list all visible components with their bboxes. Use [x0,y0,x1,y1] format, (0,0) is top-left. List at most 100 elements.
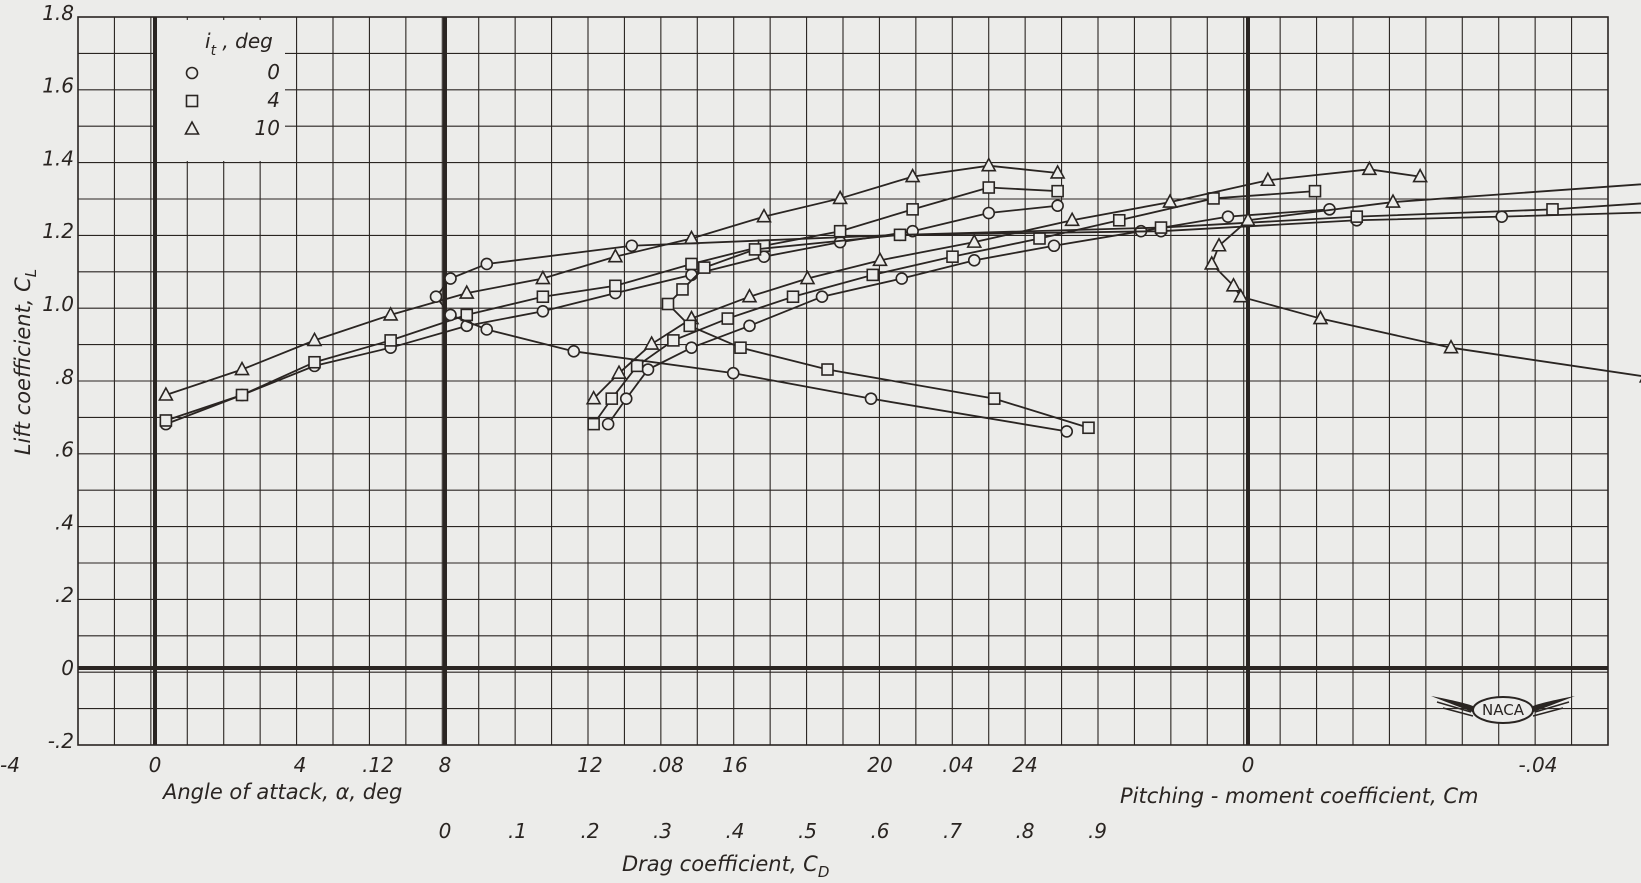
cm-tick-label: 0 [1242,753,1255,777]
y-tick-label: 0 [61,656,74,680]
cd-tick-label: .2 [580,819,599,843]
data-point-square [866,268,880,282]
naca-wing-icon [1431,696,1575,714]
alpha-tick-label: -4 [0,753,20,777]
legend-entries: 0 4 10 [184,60,280,140]
legend-entry-label: 0 [267,60,280,84]
alpha-tick-label: 12 [577,753,602,777]
series-alpha-square [159,181,1064,427]
data-point-circle [641,363,655,376]
y-tick-label: 1.6 [42,74,74,98]
data-point-square [536,290,550,304]
data-point-square [661,297,675,311]
data-point-square [821,363,834,376]
data-point-triangle [980,157,997,172]
data-point-triangle [966,233,983,248]
series-line [165,204,1058,425]
data-point-circle [1060,425,1074,438]
data-point-circle [815,290,829,304]
data-point-square [893,228,907,242]
data-point-square [1112,213,1126,227]
data-point-triangle [643,335,660,350]
cd-axis-ticks: 0 .1 .2 .3 .4 .5 .6 .7 .8 .9 [439,819,1107,843]
series-cd-circle [601,203,1336,431]
data-point-triangle [1312,309,1329,325]
data-point-square [982,181,996,194]
data-point-circle [429,290,443,304]
series-cm-square [661,202,1641,435]
data-point-square [667,334,680,347]
data-point-square [159,414,173,427]
alpha-tick-label: 20 [867,753,892,777]
data-point-square [460,308,474,322]
data-point-triangle [1232,288,1249,303]
data-point-triangle [1162,193,1178,208]
data-point-square [786,290,800,304]
data-point-square [987,392,1001,405]
legend-marker-triangle [184,120,200,135]
legend-entry-label: 10 [255,116,280,140]
data-point-triangle [904,167,921,183]
alpha-tick-label: 16 [722,753,747,777]
data-point-triangle [585,389,602,405]
cd-tick-label: .3 [653,819,672,843]
cm-axis-title: Pitching - moment coefficient, Cm [1120,784,1479,808]
data-point-square [1082,421,1095,435]
data-point-triangle [1240,211,1256,227]
series-line [592,168,1421,400]
y-tick-label: .6 [55,438,74,462]
data-point-circle [601,417,615,431]
data-point-circle [1051,199,1064,213]
series-cd-square [587,184,1322,431]
data-point-circle [1047,239,1061,253]
legend-box [157,20,285,161]
data-point-circle [967,254,981,267]
cd-tick-label: 0 [439,819,452,843]
data-point-triangle [234,360,250,376]
y-tick-label: 1.4 [42,146,74,170]
data-point-square [308,355,321,369]
data-point-square [683,319,697,333]
cd-tick-label: .8 [1015,819,1034,843]
data-point-circle [1221,210,1235,223]
y-tick-label: .8 [55,365,74,389]
data-point-circle [444,272,457,285]
data-point-triangle [741,288,758,303]
data-point-square [587,417,600,431]
legend-marker-circle [185,66,199,80]
naca-logo-text: NACA [1482,701,1525,719]
data-point-triangle [1049,164,1066,179]
y-tick-label: .2 [55,583,74,607]
cd-tick-label: .9 [1088,819,1107,843]
cm-tick-label: .08 [652,753,684,777]
data-point-triangle [1361,160,1378,176]
data-point-triangle [1225,277,1242,292]
alpha-tick-label: 4 [294,753,307,777]
data-point-circle [726,366,740,380]
data-point-triangle [1443,339,1459,354]
y-tick-label: 1.0 [42,292,74,316]
data-point-triangle [1211,237,1227,252]
data-point-square [734,341,747,354]
data-point-square [1308,184,1322,198]
cd-tick-label: .4 [725,819,744,843]
cm-tick-label: .04 [942,753,974,777]
data-point-square [748,243,762,256]
data-point-square [1207,192,1220,205]
data-point-circle [625,239,639,253]
cd-tick-label: .7 [943,819,962,843]
data-point-square [384,334,397,347]
data-point-square [685,257,698,271]
y-tick-label: 1.8 [42,1,74,25]
data-point-square [906,203,919,216]
data-point-square [235,388,249,402]
data-point-circle [567,345,581,358]
data-point-square [1051,184,1064,198]
data-point-circle [982,206,996,220]
data-point-triangle [872,251,888,267]
data-point-circle [1495,210,1509,223]
legend-title: it , deg [205,29,273,59]
naca-logo-badge [1472,696,1534,724]
data-point-triangle [756,207,772,223]
data-point-triangle [1412,167,1428,183]
